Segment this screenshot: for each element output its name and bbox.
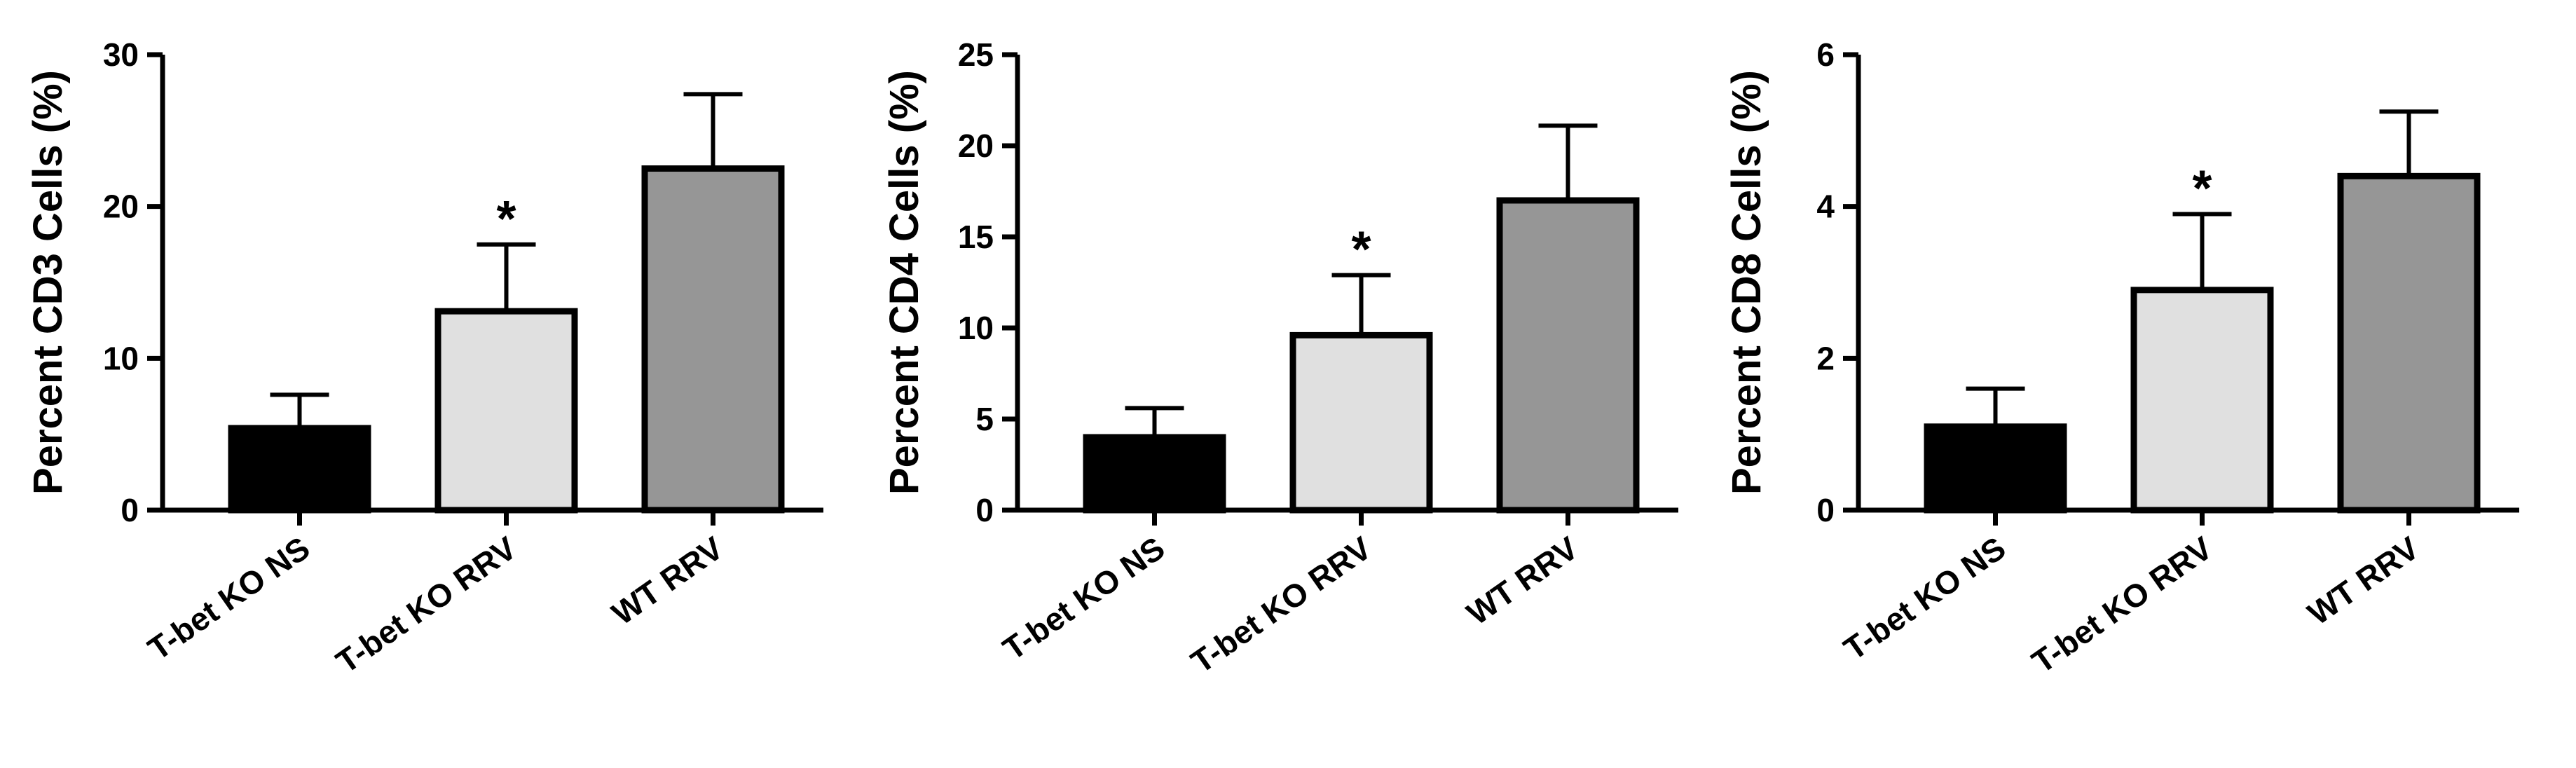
bar xyxy=(228,425,371,514)
x-tick-label: T-bet KO NS xyxy=(996,530,1172,668)
y-tick-label: 0 xyxy=(975,492,994,528)
significance-marker: * xyxy=(496,191,516,247)
bar xyxy=(2337,172,2481,514)
chart-panel-2: 0 5 10 15 20 25 Percent CD4 Cells (%) T-bet KO … xyxy=(882,36,1678,680)
x-tick-label: WT RRV xyxy=(2301,529,2425,631)
y-tick-label: 4 xyxy=(1816,188,1835,225)
y-axis-label: Percent CD4 Cells (%) xyxy=(882,70,927,495)
significance-marker: * xyxy=(2192,161,2212,217)
chart-panel-3: 0 2 4 6 Percent CD8 Cells (%) T-bet KO NS * T-b… xyxy=(1724,36,2519,680)
y-tick-label: 0 xyxy=(121,492,139,528)
y-tick-label: 25 xyxy=(958,36,994,73)
chart-panel-1: 0 10 20 30 Percent CD3 Cells (%) T-bet KO NS *… xyxy=(25,36,823,680)
y-axis-label: Percent CD8 Cells (%) xyxy=(1724,70,1769,495)
y-tick-label: 10 xyxy=(103,340,139,376)
x-tick-label: WT RRV xyxy=(605,529,729,631)
x-tick-label: WT RRV xyxy=(1460,529,1584,631)
bar xyxy=(1496,197,1640,514)
y-tick-label: 20 xyxy=(103,188,139,225)
x-tick-label: T-bet KO NS xyxy=(142,530,317,668)
y-tick-label: 30 xyxy=(103,36,139,73)
significance-marker: * xyxy=(1351,222,1371,278)
bar xyxy=(1083,434,1226,514)
y-axis-label: Percent CD3 Cells (%) xyxy=(25,70,71,495)
bar xyxy=(641,165,785,514)
x-tick-label: T-bet KO RRV xyxy=(1184,529,1378,680)
y-tick-label: 5 xyxy=(975,401,994,437)
bar xyxy=(1924,423,2067,514)
x-tick-label: T-bet KO RRV xyxy=(329,529,523,680)
y-tick-label: 15 xyxy=(958,219,994,255)
y-tick-label: 2 xyxy=(1816,340,1835,376)
y-tick-label: 10 xyxy=(958,310,994,346)
y-tick-label: 0 xyxy=(1816,492,1835,528)
bar xyxy=(1289,331,1433,514)
y-tick-label: 6 xyxy=(1816,36,1835,73)
x-tick-label: T-bet KO RRV xyxy=(2025,529,2219,680)
bar xyxy=(2130,287,2274,514)
x-tick-label: T-bet KO NS xyxy=(1837,530,2013,668)
y-tick-label: 20 xyxy=(958,128,994,164)
bar xyxy=(434,308,578,514)
